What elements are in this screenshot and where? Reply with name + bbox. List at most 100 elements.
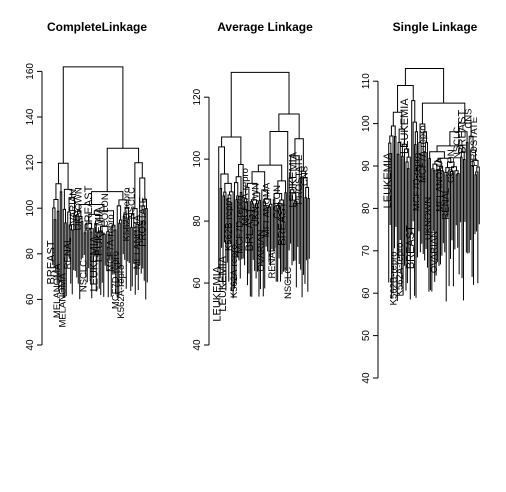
dendrogram-link (226, 198, 230, 282)
leaf-label: K562B-repro (121, 188, 132, 242)
dendrogram-link (390, 125, 396, 137)
y-tick-label: 80 (25, 248, 36, 260)
dendrogram-link (450, 170, 454, 259)
dendrogram-link (261, 189, 269, 266)
dendrogram-link (397, 84, 414, 113)
dendrogram-link (83, 232, 87, 278)
leaf-label: MELANOMA (132, 214, 143, 269)
dendrogram-link (253, 192, 261, 201)
dendrogram-link (451, 166, 457, 172)
average-linkage-title: Average Linkage (217, 20, 313, 34)
leaf-label: K562A-repro (229, 244, 240, 298)
leaf-label: LEUKEMIA (94, 206, 106, 262)
dendrogram-link (428, 157, 431, 292)
dendrogram-link (471, 165, 475, 285)
dendrogram-link (435, 169, 439, 276)
leaf-label: COLON (446, 149, 457, 183)
y-tick-label: 120 (25, 154, 36, 171)
leaf-label: RENAL (63, 238, 74, 270)
dendrogram-link (392, 111, 403, 130)
y-tick-label: 60 (361, 287, 372, 299)
dendrogram-link (230, 71, 290, 138)
dendrogram-link (258, 199, 261, 297)
dendrogram-branches (218, 71, 310, 299)
dendrogram-link (63, 188, 73, 210)
dendrogram-link (445, 174, 449, 302)
dendrogram-link (462, 159, 466, 301)
dendrogram-link (393, 136, 397, 249)
complete-linkage-title: CompleteLinkage (47, 20, 147, 34)
y-tick-label: 90 (361, 160, 372, 172)
dendrogram-link (134, 162, 143, 209)
dendrogram-link (68, 224, 72, 259)
dendrogram-link (130, 226, 133, 291)
dendrogram-link (118, 222, 121, 297)
dendrogram-link (124, 206, 129, 220)
y-tick-label: 70 (361, 245, 372, 257)
leaf-label: MELANOMA (57, 273, 68, 328)
dendrogram-link (235, 199, 238, 284)
dendrogram-link (295, 204, 299, 288)
leaf-label: K562B-repro (389, 251, 400, 305)
leaf-label: PROSTATE (469, 117, 480, 167)
dendrogram-link (267, 207, 270, 263)
dendrogram-link (68, 197, 75, 216)
dendrogram-link (80, 221, 84, 260)
leaf-label: UKNOWN (423, 197, 434, 240)
dendrogram-link (460, 151, 465, 160)
leaf-label: UKNOWN (73, 187, 84, 230)
dendrogram-link (388, 142, 392, 283)
dendrogram-link (98, 230, 103, 234)
dendrogram-link (389, 135, 394, 294)
y-tick-label: 100 (361, 115, 372, 132)
y-tick-label: 40 (361, 372, 372, 384)
leaf-label: LEUKEMIA (88, 235, 100, 291)
leaf-label: K562A-repro (116, 265, 127, 319)
leaf-label: K562A-repro (394, 243, 405, 297)
dendrogram-link (123, 212, 127, 289)
dendrogram-link (460, 156, 463, 279)
leaf-label: MCF7D-repro (111, 251, 122, 309)
dendrogram-link (439, 165, 444, 172)
dendrogram-link (229, 191, 234, 299)
dendrogram-link (145, 208, 148, 300)
dendrogram-link (224, 182, 232, 193)
dendrogram-link (142, 198, 147, 209)
dendrogram-link (257, 164, 283, 181)
dendrogram-link (89, 231, 93, 299)
dendrogram-link (421, 102, 466, 124)
dendrogram-link (62, 66, 124, 164)
single-linkage-title: Single Linkage (393, 20, 478, 34)
y-tick-label: 160 (25, 63, 36, 80)
dendrogram-link (236, 195, 240, 261)
leaf-label: BREAST (405, 225, 417, 269)
dendrogram-link (454, 170, 459, 250)
dendrogram-branches (52, 66, 148, 300)
dendrogram-link (53, 198, 59, 212)
leaf-label: MELANOMA (261, 182, 272, 237)
dendrogram-link (470, 149, 476, 241)
y-tick-label: 60 (192, 277, 203, 289)
leaf-label: NSCLC (283, 267, 294, 299)
dendrogram-link (475, 171, 479, 284)
y-tick-label: 60 (25, 293, 36, 305)
dendrogram-link (94, 222, 97, 292)
leaf-label: MELANOMA (52, 263, 63, 318)
y-tick-label: 120 (192, 88, 203, 105)
dendrogram-link (218, 146, 225, 269)
dendrogram-link (118, 199, 128, 208)
dendrogram-link (444, 171, 448, 253)
dendrogram-link (62, 208, 66, 299)
leaf-label: RENAL (440, 188, 451, 220)
leaf-label: RENAL (267, 247, 278, 279)
leaf-label: MCF7A-repro (417, 125, 428, 183)
leaf-label: K562B-repro (224, 197, 235, 251)
leaf-label: BREAST (457, 110, 469, 154)
leaf-label: LEUKEMIA (212, 265, 224, 321)
leaf-label: NSCLC (127, 187, 138, 219)
dendrogram-link (434, 160, 442, 167)
leaf-label: OVARIAN (256, 229, 267, 271)
leaf-label: MELANOMA (435, 157, 446, 212)
dendrogram-link (293, 200, 298, 205)
